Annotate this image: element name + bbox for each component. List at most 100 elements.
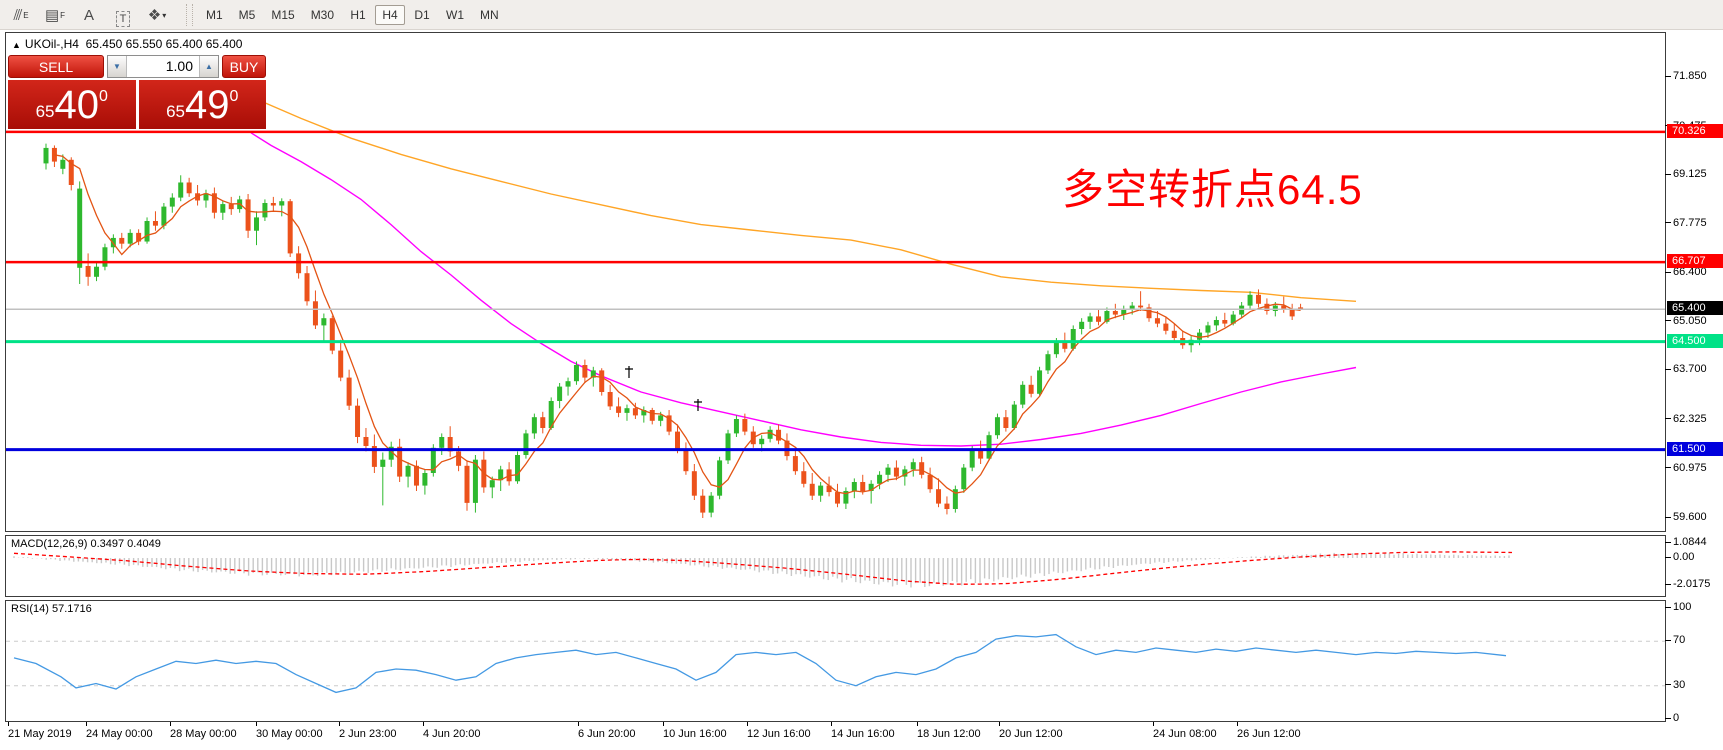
candle-body [85,266,91,277]
time-axis-tick [86,722,87,726]
candle-body [186,182,192,194]
fibonacci-grid-button[interactable]: ▤ F [40,3,70,27]
candle-body [969,449,975,468]
sell-price-display[interactable]: 65 40 0 [8,80,136,129]
timeframe-button-m30[interactable]: M30 [310,7,335,22]
candle-body [245,199,251,231]
candle-body [1003,417,1009,428]
timeframe-button-m5[interactable]: M5 [238,7,256,22]
macd-axis-tick [1665,583,1671,585]
candle-body [1011,404,1017,428]
candle-body [1239,305,1245,315]
rsi-label: RSI(14) 57.1716 [11,603,92,615]
candle-body [607,392,613,407]
candle-body [1298,307,1304,310]
macd-axis-label: 1.0844 [1673,536,1707,549]
candle-body [43,147,49,164]
macd-chart-canvas[interactable] [6,536,1665,596]
candle-body [262,203,268,218]
candle-body [68,159,74,185]
macd-axis-label: -2.0175 [1673,578,1711,591]
candle-body [666,415,672,432]
top-toolbar: ⫻ E ▤ F A T ❖ ▾ M1 M5 M15 M30 H1 H4 D1 W1 MN [0,0,1723,30]
candle-body [801,471,807,484]
time-axis-label: 26 Jun 12:00 [1237,728,1301,740]
candle-body [270,203,276,206]
candle-body [1255,294,1261,304]
candle-body [885,467,891,475]
time-axis-tick [8,722,9,726]
time-axis-label: 24 May 00:00 [86,728,153,740]
text-label-tool-button[interactable]: T [108,3,138,27]
timeframe-button-h4[interactable]: H4 [375,4,406,25]
candle-body [228,204,234,210]
rsi-chart-canvas[interactable] [6,601,1665,721]
timeframe-button-mn[interactable]: MN [480,7,499,22]
macd-label: MACD(12,26,9) 0.3497 0.4049 [11,538,161,550]
collapse-triangle-icon[interactable]: ▲ [12,40,21,50]
candle-body [355,405,361,437]
candle-body [582,365,588,378]
candle-body [868,483,874,491]
price-axis-label: 60.975 [1673,461,1707,474]
rsi-indicator-pane[interactable]: RSI(14) 57.1716 [5,600,1666,722]
candle-body [439,437,445,448]
candle-body [851,482,857,491]
volume-decrease-icon[interactable]: ▼ [108,56,127,77]
volume-input[interactable]: 1.00 [165,58,193,74]
shapes-tool-button[interactable]: ❖ ▾ [142,3,172,27]
macd-indicator-pane[interactable]: MACD(12,26,9) 0.3497 0.4049 [5,535,1666,597]
candle-body [338,350,344,378]
candle-body [843,491,849,504]
timeframe-button-h1[interactable]: H1 [350,7,366,22]
candle-body [430,447,436,473]
candle-body [312,301,318,326]
price-tag-64.500: 64.500 [1667,333,1723,348]
candle-body [388,446,394,460]
price-axis-label: 65.050 [1673,314,1707,327]
equidistant-channel-icon-sub: E [23,10,29,20]
price-axis-label: 71.850 [1673,70,1707,82]
candle-body [893,467,899,477]
time-axis-tick [999,722,1000,726]
price-axis-tick [1665,368,1671,370]
candle-body [978,449,984,459]
rsi-axis-label: 100 [1673,601,1692,613]
candlestick-chart-canvas[interactable] [6,33,1665,531]
main-chart-pane[interactable]: ▲ UKOil-,H4 65.450 65.550 65.400 65.400 [5,32,1666,532]
candle-body [708,495,714,513]
chart-annotation-text[interactable]: 多空转折点64.5 [1062,166,1363,213]
volume-increase-icon[interactable]: ▲ [199,56,218,77]
equidistant-channel-button[interactable]: ⫻ E [6,3,36,27]
timeframe-button-m1[interactable]: M1 [206,7,223,22]
buy-button[interactable]: BUY [222,55,266,78]
candle-body [742,419,748,432]
timeframe-button-w1[interactable]: W1 [446,7,465,22]
rsi-axis-tick [1665,606,1671,608]
time-axis-label: 30 May 00:00 [256,728,323,740]
candle-body [321,318,327,326]
candle-body [464,465,470,503]
buy-price-display[interactable]: 65 49 0 [138,80,266,129]
time-axis-tick [170,722,171,726]
price-axis-tick [1665,320,1671,322]
time-axis-label: 20 Jun 12:00 [999,728,1063,740]
buy-price-sup: 0 [229,87,239,105]
candle-body [1146,307,1152,319]
candle-body [211,193,217,213]
time-axis-label: 2 Jun 23:00 [339,728,397,740]
candle-body [195,193,201,201]
time-axis[interactable]: 21 May 2019 24 May 00:00 28 May 00:00 30 Ma… [0,722,1723,750]
timeframe-button-m15[interactable]: M15 [271,7,295,22]
sell-button[interactable]: SELL [8,55,104,78]
text-tool-button[interactable]: A [74,3,104,27]
candle-body [936,489,942,504]
price-axis-label: 59.600 [1673,511,1707,523]
candle-body [397,446,403,477]
candle-body [616,406,622,413]
timeframe-button-d1[interactable]: D1 [414,7,430,22]
candle-body [152,221,158,226]
fibonacci-grid-icon-sub: F [60,10,66,20]
candle-body [1037,370,1043,394]
